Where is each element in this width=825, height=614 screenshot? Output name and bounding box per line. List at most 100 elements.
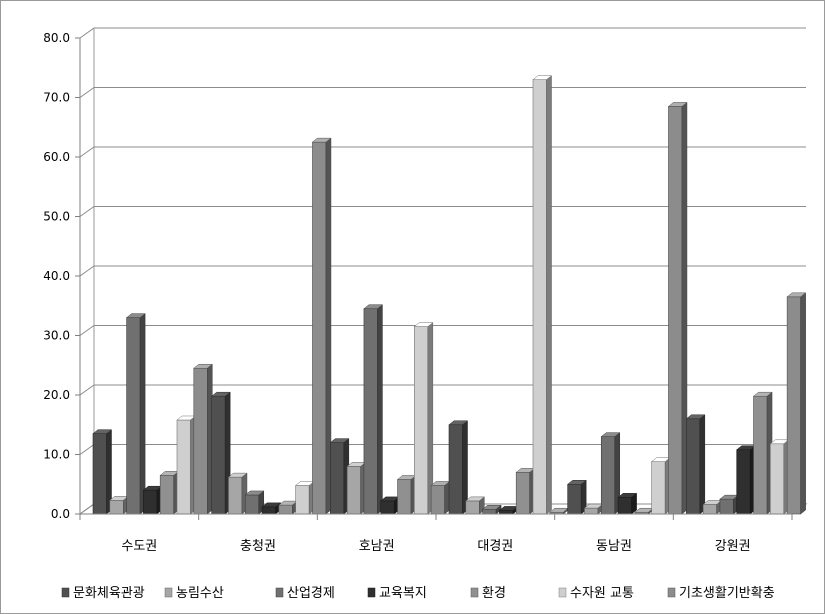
bar [465,496,486,515]
bar [159,470,180,515]
bar-front [211,395,226,515]
bar [448,420,469,515]
bar-front [499,510,514,515]
bar-top [125,313,146,318]
bar-top [448,420,469,425]
bar [769,439,790,515]
bar [667,101,688,515]
bar-front [244,494,260,515]
legend-item: 문화체육관광 [61,586,145,601]
bar-front [584,507,599,515]
bar [685,414,706,515]
bar [786,292,807,515]
gridline [79,325,806,336]
bar-front [261,506,276,515]
bar [109,495,130,515]
x-axis: 수도권 충청권 호남권 대경권 동남권 강원권 [79,513,793,554]
bar-front [330,442,345,515]
bar-front [159,475,174,515]
bar-front [176,419,191,515]
bar [92,429,113,515]
bar [430,480,451,515]
gridline [79,146,806,158]
x-tick-label: 대경권 [477,539,513,554]
bar-top [685,414,706,420]
bar-side [546,75,552,515]
bar [719,494,740,515]
bar [566,479,587,515]
x-tick-label: 충청권 [240,539,276,554]
bar [617,492,638,515]
bar-top [617,493,638,498]
legend-item: 기초생활기반확충 [667,586,775,601]
bar-front [617,497,632,515]
bar-top [210,391,231,397]
bar-top [329,438,350,443]
bar [294,480,315,515]
legend-swatch [667,587,676,598]
bar-front [702,504,717,515]
bar [261,502,282,515]
legend-swatch [367,587,376,598]
bar [583,503,604,515]
bar [244,490,265,515]
gridline [79,27,806,39]
bar-front [228,476,243,515]
bar [515,467,536,515]
bar [176,415,197,515]
x-tick-label: 수도권 [121,539,157,554]
y-tick-label: 40.0 [43,269,70,283]
y-tick-label: 80.0 [43,31,70,45]
bar-front [668,106,683,515]
bar [346,461,367,515]
bar-front [651,461,666,515]
y-tick-label: 0.0 [51,507,70,521]
gridline [79,206,806,217]
bar-top [600,432,621,437]
bar-front [686,418,701,515]
legend-label: 기초생활기반확충 [679,586,775,601]
x-tick-label: 동남권 [596,539,632,554]
bar [752,391,773,515]
legend-label: 교육복지 [379,586,427,601]
y-tick-label: 20.0 [43,388,70,402]
legend-swatch [558,587,567,598]
bar [600,432,621,515]
legend-label: 환경 [482,586,506,601]
legend-swatch [61,587,70,598]
bar [736,445,756,515]
bar-front [126,317,141,515]
bar-front [193,367,208,515]
bar-top [244,490,265,496]
y-tick-label: 60.0 [43,150,70,164]
bar-front [719,498,734,515]
bar-top [786,292,807,298]
bar-side [800,292,806,515]
legend-swatch [164,587,173,598]
bar-top [532,75,553,80]
bars [92,75,807,515]
bar-front [380,500,395,515]
bar-top [92,429,113,434]
bar [329,438,350,515]
bar [498,505,519,515]
bar-front [770,443,785,515]
x-tick-label: 호남권 [359,539,395,554]
bar-top [465,496,486,502]
bar-top [413,322,434,327]
bar [363,304,384,515]
bar [702,499,723,515]
legend-label: 농림수산 [176,586,224,601]
bar-front [397,479,412,515]
bar-top [311,137,332,143]
plot-area [80,28,806,514]
bar-top [261,502,282,508]
bar [650,457,671,515]
y-tick-label: 10.0 [43,448,70,462]
bar-front [482,508,497,515]
bar [210,391,231,515]
legend-label: 수자원 교통 [570,586,634,601]
bar-top [193,363,214,369]
gridline [79,87,806,98]
